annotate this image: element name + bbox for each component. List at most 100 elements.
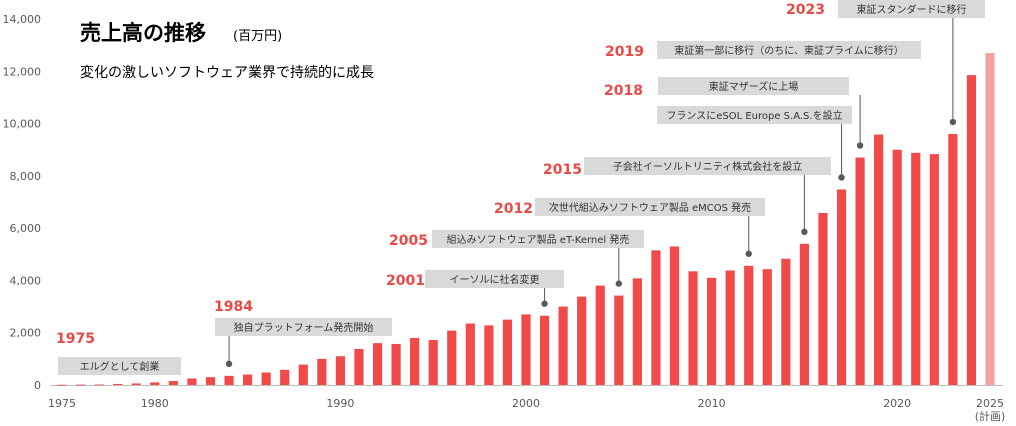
bar-2019 [874, 134, 884, 385]
bar-1984 [224, 375, 234, 385]
y-tick-label: 14,000 [3, 13, 42, 26]
bar-2001 [539, 315, 550, 385]
chart-title-unit: (百万円) [233, 29, 282, 44]
bar-2000 [521, 314, 531, 385]
bar-plan-2025 [985, 52, 995, 385]
bar-2004 [595, 285, 605, 385]
event-year-label: 2001 [386, 273, 425, 289]
bar-2022 [929, 154, 939, 385]
bar-2013 [762, 269, 772, 385]
y-tick-label: 6,000 [10, 222, 42, 235]
x-tick-label: 2020 [883, 397, 911, 410]
y-tick-label: 10,000 [3, 118, 42, 131]
event-callout-text: エルグとして創業 [80, 360, 160, 373]
event-2017: フランスにeSOL Europe S.A.S.を設立 [657, 106, 852, 181]
event-pointer-dot [801, 228, 808, 236]
bar-2005 [614, 295, 624, 385]
event-callout-box [425, 270, 564, 288]
bar-2006 [632, 278, 642, 385]
event-pointer-dot [949, 118, 957, 126]
bar-1987 [280, 369, 290, 385]
event-2015: 子会社イーソルトリニティ株式会社を設立 2015 [543, 157, 831, 236]
event-callout-text: 次世代組込みソフトウェア製品 eMCOS 発売 [549, 201, 751, 214]
bar-1989 [317, 358, 327, 385]
bar-2015 [799, 243, 809, 385]
bar-1976 [75, 384, 86, 386]
event-pointer-dot [838, 174, 845, 181]
event-callout-box [657, 41, 921, 59]
bar-1985 [243, 374, 253, 385]
event-1984: 独自プラットフォーム発売開始 1984 [214, 299, 392, 368]
bar-1991 [354, 348, 364, 385]
bar-1993 [391, 343, 401, 385]
event-callout-box [838, 0, 985, 18]
x-axis: 1975 1980 1990 2000 2010 2020 2025(計画) [48, 385, 1006, 423]
y-tick-label: 4,000 [10, 274, 42, 287]
bar-1995 [428, 340, 438, 385]
bar-2007 [651, 250, 661, 385]
y-tick-label: 2,000 [10, 327, 42, 340]
bar-2018 [855, 157, 865, 385]
event-callout-box [658, 77, 849, 95]
event-callout-text: 東証マザーズに上場 [709, 80, 799, 93]
bar-1975 [57, 384, 67, 386]
event-pointer-dot [615, 280, 622, 287]
event-annotations: エルグとして創業 1975 独自プラットフォーム発売開始 1984 イーソルに社名変更 2… [56, 0, 985, 375]
bar-2011 [725, 270, 735, 385]
event-2012: 次世代組込みソフトウェア製品 eMCOS 発売 2012 [494, 198, 765, 257]
event-callout-box [215, 318, 392, 336]
bar-1988 [298, 364, 308, 385]
event-2018: 東証マザーズに上場 2018 [604, 77, 864, 149]
event-pointer-dot [745, 250, 752, 257]
chart-subtitle: 変化の激しいソフトウェア業界で持続的に成長 [80, 64, 374, 81]
x-tick-label: 2010 [698, 397, 726, 410]
chart-header: 売上高の推移 (百万円) 変化の激しいソフトウェア業界で持続的に成長 [80, 21, 374, 81]
event-callout-text: 子会社イーソルトリニティ株式会社を設立 [613, 160, 802, 173]
event-callout-box [584, 157, 831, 175]
bar-2020 [892, 149, 902, 385]
x-tick-label: 1980 [141, 397, 169, 410]
event-callout-box [657, 106, 852, 124]
bar-1983 [205, 377, 216, 385]
bar-2021 [911, 152, 921, 385]
bar-1982 [187, 378, 197, 385]
event-pointer-dot [225, 360, 233, 368]
event-year-label: 2019 [605, 44, 644, 60]
event-2023: 東証スタンダードに移行 2023 [786, 0, 985, 126]
bar-1980 [150, 382, 160, 385]
event-callout-text: 東証第一部に移行（のちに、東証プライムに移行） [674, 44, 904, 57]
x-tick-label: 1975 [48, 397, 76, 410]
bar-1998 [484, 325, 494, 385]
event-year-label: 1984 [214, 299, 253, 315]
y-tick-label: 0 [34, 379, 41, 392]
chart-title: 売上高の推移 [80, 21, 206, 45]
event-year-label: 2015 [543, 162, 582, 178]
event-1975: エルグとして創業 1975 [56, 331, 181, 375]
event-callout-box [58, 357, 181, 375]
event-callout-text: イーソルに社名変更 [450, 273, 540, 286]
y-axis: 0 2,000 4,000 6,000 8,000 10,000 12,000 14,000 [3, 13, 42, 392]
bar-1990 [335, 356, 345, 385]
event-year-label: 1975 [56, 331, 95, 347]
event-2005: 組込みソフトウェア製品 eT-Kernel 発売 2005 [389, 230, 644, 287]
bar-2003 [577, 296, 587, 385]
bar-2016 [818, 212, 828, 385]
event-callout-box [432, 230, 644, 248]
bar-1978 [113, 383, 123, 385]
event-year-label: 2018 [604, 83, 643, 99]
bar-1996 [447, 330, 457, 385]
bar-2012 [744, 265, 754, 385]
x-tick-sublabel: (計画) [975, 409, 1006, 423]
bar-2014 [781, 258, 791, 385]
bar-2009 [688, 271, 698, 385]
event-callout-text: フランスにeSOL Europe S.A.S.を設立 [666, 109, 842, 122]
bar-1979 [131, 383, 141, 385]
bar-1981 [168, 381, 178, 385]
y-tick-label: 8,000 [10, 170, 42, 183]
bar-2024 [966, 75, 977, 385]
x-tick-label: 1990 [326, 397, 354, 410]
event-year-label: 2023 [786, 2, 825, 18]
event-2019: 東証第一部に移行（のちに、東証プライムに移行） 2019 [605, 41, 921, 60]
bar-1997 [465, 323, 475, 385]
event-callout-text: 組込みソフトウェア製品 eT-Kernel 発売 [447, 233, 630, 246]
